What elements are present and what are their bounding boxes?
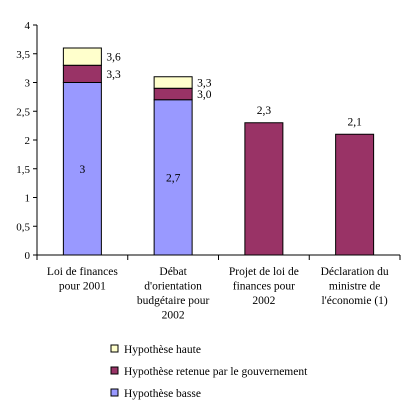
- legend-label: Hypothèse retenue par le gouvernement: [124, 366, 308, 378]
- y-tick-label: 1,5: [16, 164, 30, 176]
- category-label: d'orientation: [144, 281, 202, 293]
- bar-segment: [62, 47, 102, 66]
- data-label: 3,0: [197, 89, 212, 101]
- bar-segment: [62, 82, 102, 256]
- y-tick-label: 4: [25, 20, 31, 32]
- legend-swatch: [110, 344, 119, 353]
- category-label: budgétaire pour: [137, 295, 210, 307]
- legend-label: Hypothèse basse: [124, 388, 201, 400]
- legend-swatch: [110, 366, 119, 375]
- y-tick-label: 3: [25, 78, 31, 90]
- y-tick-label: 0,5: [16, 221, 30, 233]
- category-label: Déclaration du: [321, 266, 389, 278]
- data-label: 3: [80, 164, 86, 176]
- category-label: Débat: [159, 266, 187, 278]
- y-tick-label: 0: [25, 250, 31, 262]
- y-tick-label: 2,5: [16, 106, 30, 118]
- bar-segment: [335, 133, 375, 256]
- category-label: Projet de loi de: [229, 266, 299, 278]
- y-tick-label: 1: [25, 193, 31, 205]
- bar-segment: [244, 122, 284, 256]
- y-tick-label: 2: [25, 135, 31, 147]
- data-label: 3,6: [106, 52, 121, 64]
- data-label: 3,3: [106, 69, 121, 81]
- category-label: Loi de finances: [47, 266, 118, 278]
- data-label: 3,3: [197, 78, 212, 90]
- data-label: 2,1: [347, 116, 362, 128]
- category-label: 2002: [162, 310, 185, 322]
- category-label: finances pour: [233, 281, 295, 293]
- bar-segment: [153, 76, 193, 89]
- bar-segment: [153, 87, 193, 101]
- legend-swatch: [110, 388, 119, 397]
- data-label: 2,7: [166, 172, 181, 184]
- category-label: ministre de: [329, 281, 380, 293]
- category-label: pour 2001: [59, 281, 106, 293]
- data-label: 2,3: [257, 105, 272, 117]
- y-tick-label: 3,5: [16, 49, 30, 61]
- bar-segment: [62, 64, 102, 83]
- bar-segment: [153, 99, 193, 256]
- category-label: 2002: [252, 295, 275, 307]
- legend-label: Hypothèse haute: [124, 344, 201, 356]
- category-label: l'économie (1): [321, 295, 387, 307]
